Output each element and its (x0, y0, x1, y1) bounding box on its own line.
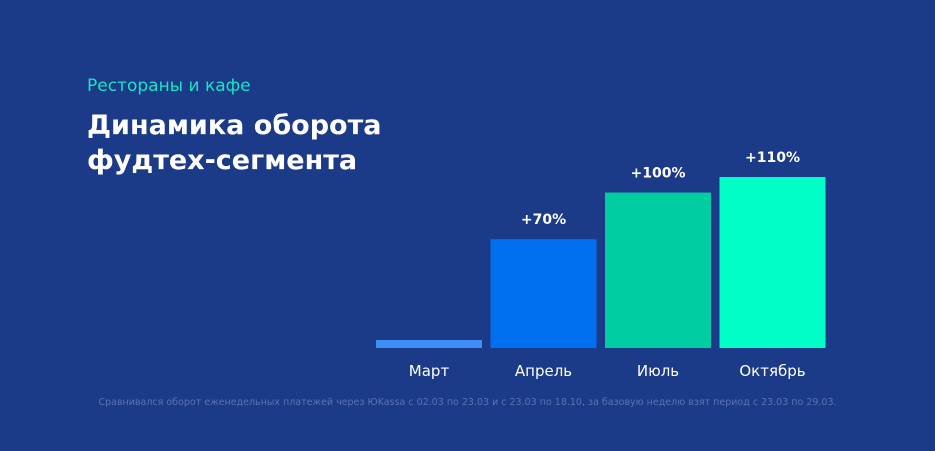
x-tick-label-4: Октябрь (739, 362, 805, 380)
bar-3 (605, 192, 711, 348)
data-label-2: +70% (521, 212, 566, 228)
x-tick-label-3: Июль (637, 362, 679, 380)
chart-title-line-2: фудтех-сегмента (87, 145, 358, 176)
x-tick-label-2: Апрель (515, 362, 572, 380)
bar-1 (376, 340, 482, 348)
segment-kicker: Рестораны и кафе (87, 76, 251, 96)
chart-title-line-1: Динамика оборота (87, 110, 382, 141)
data-label-3: +100% (631, 166, 686, 182)
chart-title: Динамика оборота фудтех-сегмента (87, 108, 407, 178)
bar-2 (490, 239, 597, 348)
footnote: Сравнивался оборот еженедельных платежей… (98, 397, 837, 408)
x-tick-label-1: Март (409, 362, 450, 380)
data-label-4: +110% (745, 150, 800, 166)
bar-4 (719, 177, 826, 348)
